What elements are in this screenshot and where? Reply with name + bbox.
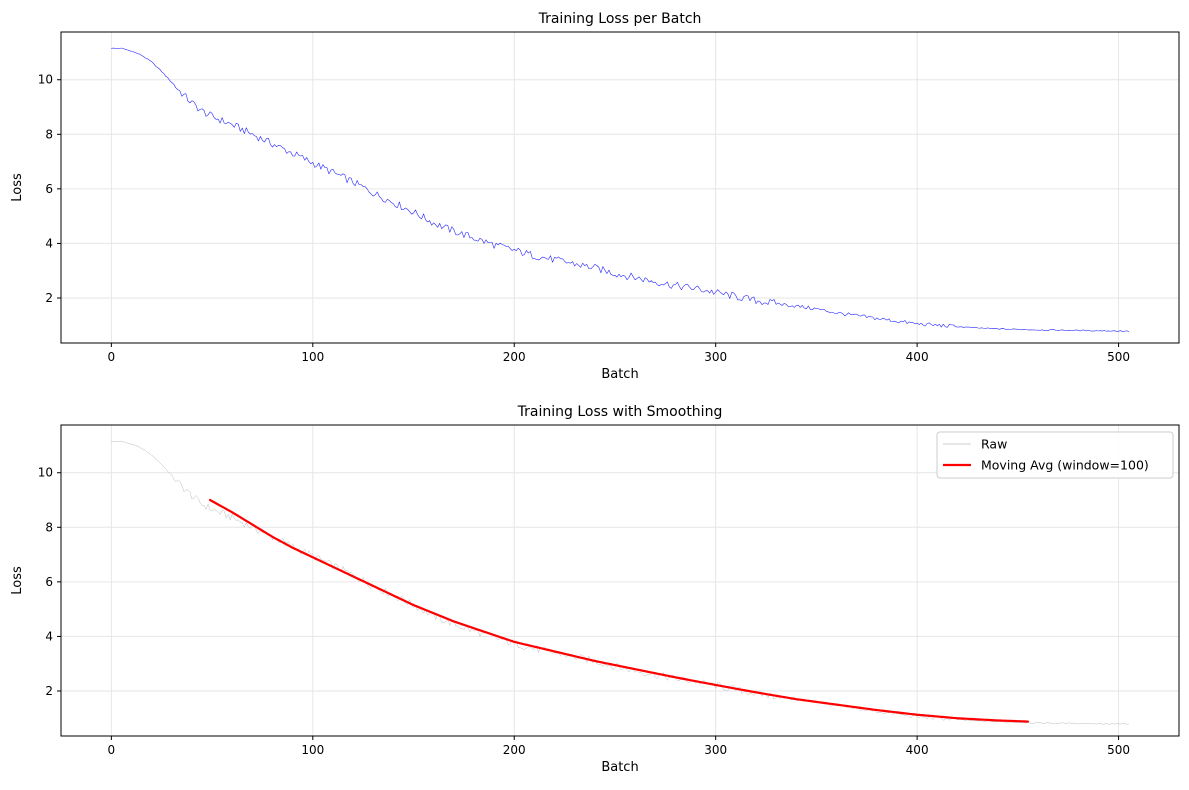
y-tick-label: 10: [38, 466, 53, 480]
x-tick-label: 200: [503, 743, 526, 757]
chart-title: Training Loss with Smoothing: [517, 404, 723, 420]
x-tick-label: 100: [301, 350, 324, 364]
chart-panel-1: 0 100 200 300 400 500 2 4 6 8 10 Training Loss per …: [10, 11, 1180, 382]
y-tick-label: 8: [45, 520, 53, 534]
y-tick-label: 6: [45, 182, 53, 196]
series-line-1: [111, 47, 1129, 332]
chart-panel-2: 0 100 200 300 400 500 2 4 6 8 10 Training Loss with…: [10, 404, 1180, 775]
y-tick-label: 4: [45, 629, 53, 643]
legend-label-2: Moving Avg (window=100): [981, 458, 1149, 473]
y-tick-label: 10: [38, 73, 53, 87]
y-axis-label: Loss: [10, 566, 25, 595]
series-line-2: [208, 498, 1030, 723]
x-tick-label: 0: [108, 743, 116, 757]
x-axis-label: Batch: [601, 760, 638, 775]
legend-box: [936, 431, 1174, 479]
x-tick-label: 0: [108, 350, 116, 364]
x-tick-label: 500: [1107, 350, 1130, 364]
y-axis-label: Loss: [10, 173, 25, 202]
x-tick-label: 500: [1107, 743, 1130, 757]
y-tick-label: 8: [45, 127, 53, 141]
axes-frame: [60, 424, 1180, 737]
x-tick-label: 300: [704, 743, 727, 757]
x-axis-label: Batch: [601, 367, 638, 382]
series-line-1: [111, 441, 1129, 725]
y-tick-label: 2: [45, 291, 53, 305]
legend-label-1: Raw: [981, 437, 1007, 452]
y-tick-label: 6: [45, 575, 53, 589]
axes-frame: [60, 31, 1180, 344]
legend: Raw Moving Avg (window=100): [936, 431, 1174, 479]
y-tick-label: 2: [45, 684, 53, 698]
chart-title: Training Loss per Batch: [538, 11, 702, 27]
x-tick-label: 400: [906, 350, 929, 364]
x-tick-label: 200: [503, 350, 526, 364]
x-tick-label: 300: [704, 350, 727, 364]
x-tick-label: 400: [906, 743, 929, 757]
y-tick-label: 4: [45, 236, 53, 250]
x-tick-label: 100: [301, 743, 324, 757]
